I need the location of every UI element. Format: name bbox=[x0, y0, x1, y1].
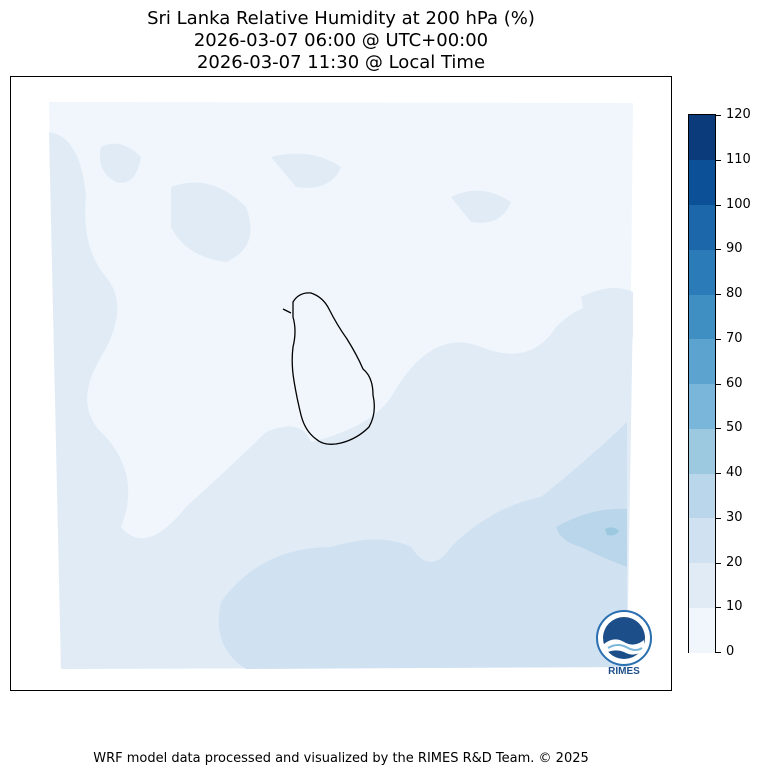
colorbar-tick-label: 40 bbox=[726, 465, 743, 480]
colorbar-tick-label: 60 bbox=[726, 375, 743, 391]
colorbar-tick bbox=[716, 115, 721, 116]
rimes-logo: RIMES bbox=[590, 608, 658, 678]
logo-text: RIMES bbox=[608, 666, 640, 677]
colorbar-tick-label: 10 bbox=[726, 599, 743, 615]
colorbar-tick-label: 110 bbox=[726, 151, 751, 167]
colorbar-band bbox=[689, 115, 715, 161]
colorbar-tick bbox=[716, 383, 721, 385]
colorbar-band bbox=[689, 204, 715, 250]
colorbar-band bbox=[689, 517, 715, 563]
colorbar-band bbox=[689, 338, 715, 384]
colorbar-band bbox=[689, 473, 715, 519]
colorbar-band bbox=[689, 294, 715, 340]
humidity-field-20-30 bbox=[218, 422, 627, 669]
colorbar-tick-label: 20 bbox=[726, 554, 743, 570]
humidity-map bbox=[49, 102, 633, 669]
colorbar-tick-label: 100 bbox=[726, 196, 751, 212]
colorbar-band bbox=[689, 607, 715, 653]
rimes-logo-icon: RIMES bbox=[596, 610, 652, 677]
humidity-field-10-20-north bbox=[100, 143, 633, 338]
colorbar-tick-label: 50 bbox=[726, 420, 743, 436]
map-panel bbox=[10, 76, 672, 691]
title-line-1: Sri Lanka Relative Humidity at 200 hPa (… bbox=[147, 8, 535, 29]
colorbar-tick-label: 0 bbox=[726, 644, 735, 659]
colorbar-tick-label: 90 bbox=[726, 241, 743, 257]
chart-title: Sri Lanka Relative Humidity at 200 hPa (… bbox=[0, 8, 682, 74]
colorbar-tick bbox=[716, 159, 721, 161]
colorbar-tick bbox=[716, 294, 721, 295]
colorbar-tick bbox=[716, 338, 721, 340]
colorbar-tick-label: 30 bbox=[726, 509, 743, 525]
colorbar-tick bbox=[716, 562, 721, 564]
colorbar-tick bbox=[716, 517, 721, 519]
colorbar-tick bbox=[716, 249, 721, 251]
mannar-island bbox=[282, 308, 292, 314]
sri-lanka-coastline bbox=[291, 292, 375, 445]
humidity-field-30-40 bbox=[556, 508, 627, 567]
footer-credit: WRF model data processed and visualized … bbox=[93, 751, 589, 766]
colorbar-band bbox=[689, 428, 715, 474]
colorbar-band bbox=[689, 383, 715, 429]
colorbar-band bbox=[689, 562, 715, 608]
title-line-3: 2026-03-07 11:30 @ Local Time bbox=[196, 52, 486, 73]
colorbar-tick bbox=[716, 428, 721, 430]
colorbar-tick bbox=[716, 473, 721, 474]
colorbar-band bbox=[689, 159, 715, 205]
colorbar bbox=[688, 114, 716, 653]
colorbar-tick bbox=[716, 204, 721, 206]
colorbar-tick bbox=[716, 652, 721, 653]
colorbar-tick-label: 70 bbox=[726, 330, 743, 346]
title-line-2: 2026-03-07 06:00 @ UTC+00:00 bbox=[193, 30, 489, 51]
colorbar-band bbox=[689, 249, 715, 295]
colorbar-tick-label: 80 bbox=[726, 286, 743, 301]
humidity-field-30-40-spot bbox=[605, 527, 619, 536]
colorbar-tick-label: 120 bbox=[726, 107, 751, 122]
colorbar-tick bbox=[716, 607, 721, 609]
